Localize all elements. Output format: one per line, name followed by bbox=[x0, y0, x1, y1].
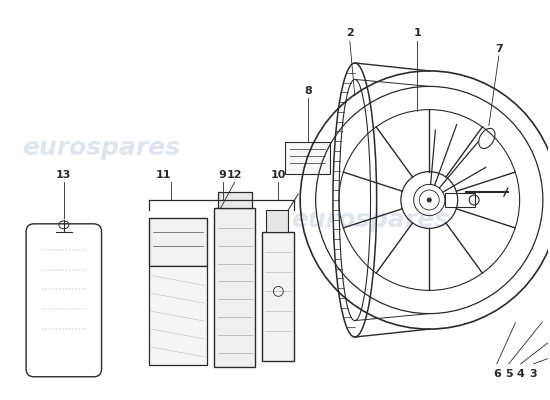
Text: 4: 4 bbox=[516, 369, 525, 379]
Text: 6: 6 bbox=[493, 369, 500, 379]
Text: 7: 7 bbox=[495, 44, 503, 54]
Bar bbox=[149, 266, 207, 365]
Bar bbox=[266, 210, 288, 232]
Bar bbox=[445, 193, 475, 207]
Text: eurospares: eurospares bbox=[290, 208, 449, 232]
Text: 8: 8 bbox=[304, 86, 312, 96]
Text: eurospares: eurospares bbox=[23, 136, 180, 160]
Text: 3: 3 bbox=[530, 369, 537, 379]
Text: 13: 13 bbox=[56, 170, 72, 180]
Text: 5: 5 bbox=[505, 369, 513, 379]
Bar bbox=[214, 208, 256, 367]
Text: 1: 1 bbox=[414, 28, 421, 38]
Bar bbox=[285, 142, 330, 174]
Text: 11: 11 bbox=[156, 170, 171, 180]
Bar bbox=[149, 218, 207, 266]
Text: 10: 10 bbox=[271, 170, 286, 180]
Text: 2: 2 bbox=[346, 28, 354, 38]
Text: 9: 9 bbox=[219, 170, 227, 180]
Bar bbox=[262, 232, 294, 361]
Text: 12: 12 bbox=[227, 170, 243, 180]
Bar bbox=[218, 192, 251, 208]
Circle shape bbox=[427, 198, 432, 202]
